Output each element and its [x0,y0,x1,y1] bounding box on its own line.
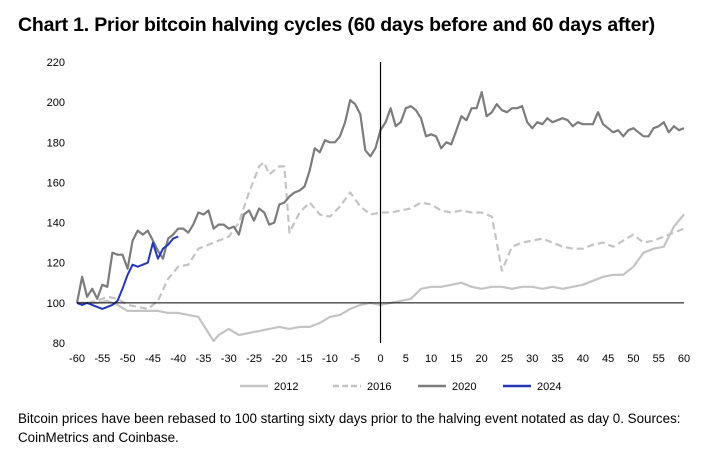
y-tick-label: 80 [53,338,65,350]
y-tick-label: 180 [47,137,65,149]
chart-title: Chart 1. Prior bitcoin halving cycles (6… [18,14,655,36]
x-tick-label: 25 [501,353,513,365]
series-line-2012 [77,213,685,343]
x-tick-label: 60 [678,353,690,365]
x-tick-label: 45 [602,353,614,365]
y-tick-label: 120 [47,258,65,270]
legend-label: 2016 [367,381,391,393]
x-tick-label: 0 [377,353,383,365]
x-tick-label: 5 [403,353,409,365]
x-tick-label: -20 [271,353,287,365]
x-tick-label: 35 [551,353,563,365]
x-tick-label: -55 [94,353,110,365]
x-tick-label: -10 [322,353,338,365]
y-tick-label: 220 [47,57,65,69]
x-tick-label: -5 [350,353,360,365]
x-tick-label: -35 [196,353,212,365]
x-tick-label: -30 [221,353,237,365]
x-tick-label: 20 [476,353,488,365]
y-tick-label: 200 [47,97,65,109]
x-tick-label: -45 [145,353,161,365]
chart-caption: Bitcoin prices have been rebased to 100 … [18,411,681,445]
x-tick-label: 15 [450,353,462,365]
x-tick-label: 50 [627,353,639,365]
x-tick-label: 10 [425,353,437,365]
y-tick-label: 160 [47,177,65,189]
legend-label: 2012 [274,381,298,393]
x-tick-label: -25 [246,353,262,365]
x-tick-label: -50 [120,353,136,365]
x-tick-label: 55 [653,353,665,365]
x-tick-label: 40 [577,353,589,365]
y-tick-label: 140 [47,218,65,230]
y-tick-label: 100 [47,298,65,310]
legend-label: 2020 [452,381,476,393]
legend-label: 2024 [537,381,561,393]
series-line-2016 [77,161,685,310]
x-tick-label: -15 [297,353,313,365]
x-tick-label: 30 [526,353,538,365]
series-line-2024 [76,235,179,310]
x-tick-label: -40 [170,353,186,365]
x-tick-label: -60 [69,353,85,365]
